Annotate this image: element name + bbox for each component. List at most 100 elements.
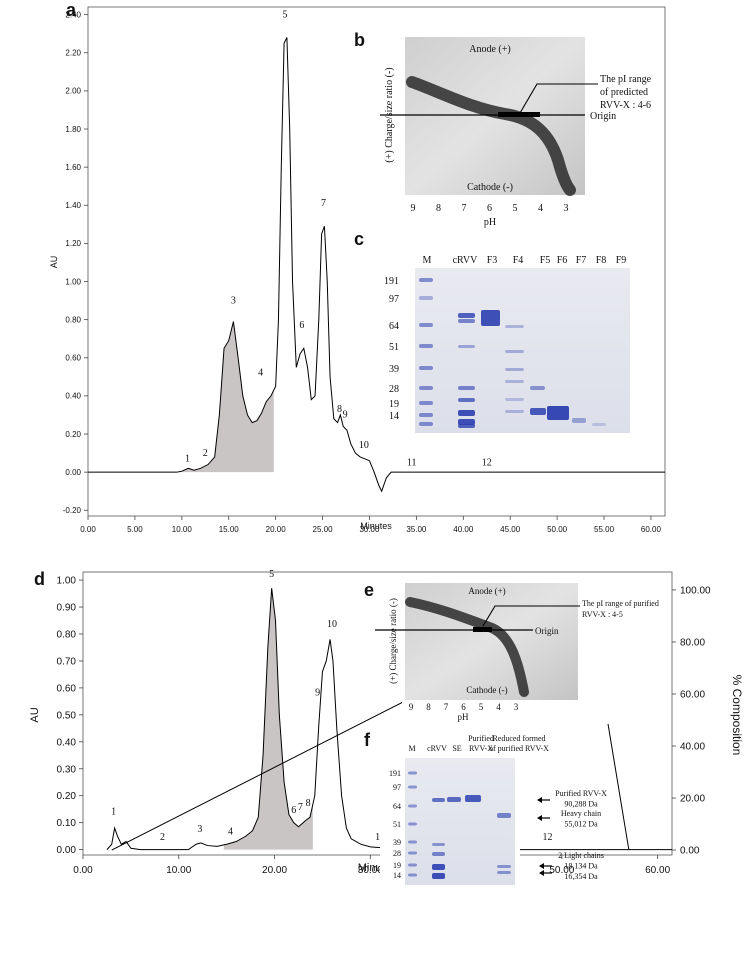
- peak-label: 10: [359, 440, 369, 451]
- y-tick-label: 0.60: [57, 683, 77, 694]
- gel-band: [432, 843, 445, 846]
- peak-label: 12: [482, 457, 492, 468]
- x-tick-label: 55.00: [594, 525, 615, 534]
- panel-label: e: [364, 580, 374, 600]
- lane-label: of purified RVV-X: [489, 744, 549, 753]
- peak-label: 7: [321, 198, 326, 209]
- marker-label: 19: [393, 861, 401, 870]
- gel-band: [458, 410, 475, 416]
- lane-label: F9: [616, 255, 627, 266]
- y-tick-label: 0.60: [65, 354, 81, 363]
- band-annotation: Purified RVV-X: [555, 789, 607, 798]
- pi-note: of predicted: [600, 87, 648, 98]
- gel-band: [497, 871, 511, 874]
- ief-image: [405, 583, 578, 700]
- peak-label: 1: [185, 454, 190, 465]
- lane-label: F6: [557, 255, 568, 266]
- pi-range-bar: [473, 627, 492, 632]
- y-tick-label: 2.20: [65, 49, 81, 58]
- gel-band: [432, 852, 445, 856]
- marker-label: 64: [389, 321, 399, 332]
- gel-band: [419, 366, 433, 370]
- y2-tick-label: 40.00: [680, 742, 705, 753]
- pi-range-bar: [498, 112, 540, 117]
- arrow-head: [537, 815, 542, 821]
- gel-band: [547, 406, 569, 420]
- pi-leader: [519, 83, 598, 114]
- gel-band: [419, 296, 433, 300]
- panel-label: b: [354, 30, 365, 50]
- gel-band: [432, 873, 445, 879]
- x-tick-label: 30.00: [358, 865, 383, 876]
- gel-band: [497, 865, 511, 868]
- ph-tick-label: 5: [479, 702, 484, 712]
- gel-band: [505, 350, 524, 353]
- gel-band: [497, 813, 511, 818]
- y-tick-label: 0.90: [57, 603, 77, 614]
- x-tick-label: 60.00: [641, 525, 662, 534]
- ief-y-label: (+) Charge/size ratio (-): [384, 67, 395, 162]
- peak-label: 1: [111, 806, 116, 817]
- peak-label: 6: [291, 805, 296, 816]
- y-tick-label: 2.40: [65, 10, 81, 19]
- y-tick-label: 0.00: [57, 845, 77, 856]
- band-annotation: 16,354 Da: [564, 872, 598, 881]
- lane-label: Reduced formed: [492, 734, 545, 743]
- y2-tick-label: 0.00: [680, 846, 700, 857]
- x-tick-label: 20.00: [262, 865, 287, 876]
- y-tick-label: 1.40: [65, 201, 81, 210]
- y-tick-label: 0.80: [57, 629, 77, 640]
- band-annotation: 2 Light chains: [558, 851, 604, 860]
- marker-label: 64: [393, 802, 401, 811]
- marker-label: 39: [393, 838, 401, 847]
- ph-tick-label: 9: [411, 203, 416, 214]
- peak-label: 5: [283, 9, 288, 20]
- y2-tick-label: 100.00: [680, 585, 711, 596]
- arrow-head: [539, 863, 544, 869]
- gel-band: [505, 380, 524, 383]
- x-tick-label: 0.00: [73, 865, 93, 876]
- pi-note: RVV-X : 4-6: [600, 100, 651, 111]
- y-tick-label: 0.80: [65, 315, 81, 324]
- gel-band: [458, 313, 475, 318]
- origin-label: Origin: [535, 626, 559, 636]
- arrow-head: [537, 797, 542, 803]
- band-annotation: 90,288 Da: [564, 800, 598, 809]
- peak-label: 6: [299, 320, 304, 331]
- gel-band: [505, 410, 524, 413]
- lane-label: M: [423, 255, 432, 266]
- x-tick-label: 50.00: [547, 525, 568, 534]
- marker-label: 51: [393, 820, 401, 829]
- gel-band: [465, 795, 481, 802]
- y-axis-title: AU: [49, 256, 59, 269]
- marker-label: 39: [389, 364, 399, 375]
- gel-band: [447, 797, 461, 802]
- ph-tick-label: 7: [444, 702, 449, 712]
- peak-label: 2: [203, 448, 208, 459]
- y-tick-label: 0.20: [65, 430, 81, 439]
- marker-label: 97: [393, 783, 401, 792]
- peak-label: 4: [228, 826, 233, 837]
- pi-note: The pI range: [600, 74, 652, 85]
- x-tick-label: 60.00: [645, 865, 670, 876]
- y-tick-label: -0.20: [63, 506, 82, 515]
- gel-image: [415, 268, 630, 433]
- x-axis-title: Minutes: [360, 521, 392, 531]
- gel-image: [405, 758, 515, 885]
- gel-band: [505, 398, 524, 401]
- band-annotation: Heavy chain: [561, 809, 601, 818]
- x-tick-label: 10.00: [172, 525, 193, 534]
- ph-tick-label: 3: [564, 203, 569, 214]
- peak-label: 12: [542, 832, 552, 843]
- ph-tick-label: 9: [409, 702, 414, 712]
- ief-smear: [406, 76, 576, 196]
- peak-label: 2: [160, 832, 165, 843]
- gel-band: [408, 785, 417, 789]
- x-tick-label: 10.00: [166, 865, 191, 876]
- y2-tick-label: 80.00: [680, 637, 705, 648]
- gel-band: [505, 325, 524, 328]
- y2-tick-label: 60.00: [680, 689, 705, 700]
- panel-label: c: [354, 229, 364, 249]
